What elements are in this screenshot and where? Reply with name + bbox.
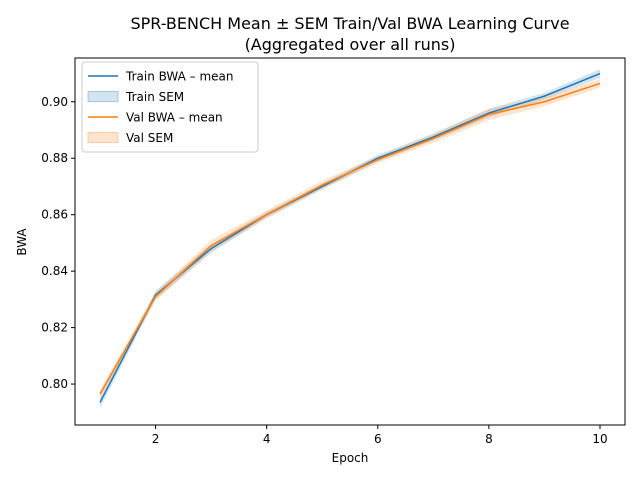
x-tick-label: 2: [152, 432, 160, 446]
legend-box: [81, 61, 259, 153]
y-tick-label: 0.86: [41, 208, 68, 222]
y-tick-label: 0.82: [41, 321, 68, 335]
chart-title-line2: (Aggregated over all runs): [245, 35, 456, 54]
legend-label: Val BWA – mean: [126, 111, 223, 125]
x-tick-label: 4: [263, 432, 271, 446]
mean-line-1: [99, 82, 601, 395]
legend-band-swatch: [87, 132, 119, 143]
legend-label: Train SEM: [125, 90, 184, 104]
legend-label: Train BWA – mean: [125, 70, 234, 84]
x-tick-label: 6: [374, 432, 382, 446]
x-axis-label: Epoch: [332, 451, 369, 465]
x-axis: 2 4 6 8 10: [152, 425, 608, 446]
plot-area: [99, 69, 601, 409]
x-tick-label: 10: [592, 432, 607, 446]
legend: Train BWA – mean Train SEM Val BWA – mean V…: [81, 61, 259, 153]
x-tick-label: 8: [485, 432, 493, 446]
y-axis-label: BWA: [15, 228, 29, 256]
axes-frame: [74, 57, 626, 426]
y-tick-label: 0.84: [41, 264, 68, 278]
y-tick-label: 0.88: [41, 151, 68, 165]
y-tick-label: 0.90: [41, 95, 68, 109]
chart-title-line1: SPR-BENCH Mean ± SEM Train/Val BWA Learn…: [130, 14, 569, 33]
y-axis: 0.80 0.82 0.84 0.86 0.88 0.90: [41, 95, 75, 391]
legend-band-swatch: [87, 91, 119, 102]
y-tick-label: 0.80: [41, 377, 68, 391]
legend-label: Val SEM: [126, 131, 173, 145]
